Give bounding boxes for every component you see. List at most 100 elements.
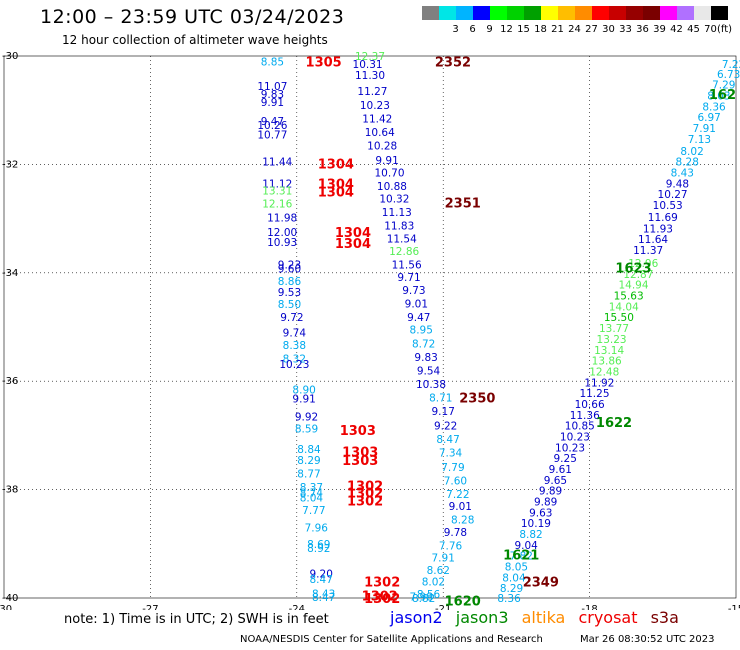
x-tick-label: -18 [581,604,597,610]
wave-height-value: 9.65 [544,475,567,487]
wave-height-value: 11.44 [262,157,292,169]
wave-height-value: 15.63 [614,291,644,303]
wave-height-value: 8.47 [436,434,459,446]
wave-height-value: 8.92 [307,543,330,555]
scale-swatch [643,6,660,20]
wave-height-value: 9.53 [278,287,301,299]
scale-label: 36 [636,24,649,35]
wave-height-value: 8.82 [412,593,435,605]
wave-height-value: 12.37 [355,51,385,63]
wave-height-value: 7.91 [432,552,455,564]
wave-height-value: 10.27 [658,189,688,201]
scale-label: 6 [469,24,476,35]
plot-frame [3,55,737,599]
wave-height-value: 7.22 [722,59,740,71]
x-tick-label: -15 [728,604,740,610]
wave-height-value: 10.23 [560,431,590,443]
pass-time-label: 1304 [335,226,371,241]
wave-height-value: 9.25 [554,453,577,465]
scale-swatch [660,6,677,20]
wave-height-value: 7.76 [439,540,463,552]
wave-height-value: 9.91 [261,97,284,109]
wave-height-value: 9.89 [539,486,562,498]
wave-height-value: 10.32 [379,194,409,206]
wave-height-value: 8.38 [283,340,306,352]
legend-jason2: jason2 [390,608,443,627]
scale-label: 3 [452,24,459,35]
wave-height-value: 11.36 [570,410,600,422]
wave-height-value: 10.28 [367,140,397,152]
pass-time-label: 1623 [615,261,651,276]
scale-swatch [541,6,558,20]
wave-height-value: 7.29 [712,80,735,92]
wave-height-value: 11.92 [584,377,614,389]
legend-jason3: jason3 [455,608,509,627]
wave-height-value: 12.87 [623,269,653,281]
wave-height-value: 8.74 [300,487,324,499]
wave-height-value: 8.43 [312,589,335,601]
pass-time-label: 1304 [335,237,371,252]
pass-time-label: 1303 [342,454,378,469]
scale-label: 18 [534,24,547,35]
wave-height-value: 8.85 [261,56,284,68]
wave-height-value: 10.64 [365,127,395,139]
wave-height-value: 10.23 [360,100,390,112]
wave-height-value: 8.04 [300,493,324,505]
wave-height-value: 8.36 [497,593,521,605]
wave-height-value: 10.38 [416,379,446,391]
pass-time-label: 1302 [347,486,383,501]
wave-height-value: 11.83 [384,221,414,233]
wave-height-value: 9.78 [444,527,467,539]
wave-height-value: 10.93 [267,237,297,249]
pass-time-label: 1302 [364,576,400,591]
scale-label: 27 [585,24,598,35]
scale-swatch [490,6,507,20]
wave-height-value: 12.48 [589,366,619,378]
pass-time-label: 1302 [347,494,383,509]
wave-height-value: 10.31 [353,59,383,71]
wave-height-value: 7.91 [693,123,716,135]
wave-height-value: 8.59 [295,423,318,435]
data-points: 8.8511.079.839.919.4710.2610.7711.4411.1… [257,51,740,605]
legend-altika: altika [521,608,566,627]
legend-s3a: s3a [650,608,679,627]
wave-height-value: 10.77 [257,130,287,142]
scale-swatch [422,6,439,20]
footer-credit: NOAA/NESDIS Center for Satellite Applica… [240,634,543,645]
wave-height-value: 8.29 [297,455,320,467]
y-tick-label: -36 [2,376,18,387]
wave-height-value: 12.86 [389,246,419,258]
wave-height-value: 8.04 [502,572,526,584]
wave-height-value: 10.23 [555,442,585,454]
scale-label: 45 [687,24,700,35]
wave-height-value: 8.05 [505,562,528,574]
pass-time-label: 1303 [342,446,378,461]
y-tick-label: -30 [2,51,18,62]
axes [3,55,737,599]
pass-time-label: 1304 [318,186,354,201]
pass-time-label: 1302 [362,589,398,604]
wave-height-value: 9.91 [292,394,315,406]
wave-height-value: 13.77 [599,323,629,335]
pass-time-label: 2350 [459,391,495,406]
y-tick-label: -40 [2,593,18,604]
wave-height-value: 8.56 [417,589,441,601]
wave-height-value: 8.77 [297,468,320,480]
pass-time-label: 1621 [503,549,539,564]
wave-height-value: 11.98 [267,213,297,225]
scale-swatch [694,6,711,20]
wave-height-value: 8.32 [283,353,306,365]
wave-height-value: 9.17 [432,406,455,418]
wave-height-value: 9.89 [534,497,557,509]
wave-height-value: 8.02 [422,577,445,589]
wave-height-value: 14.94 [618,280,648,292]
wave-height-value: 8.02 [680,146,703,158]
pass-time-label: 162 [709,88,736,103]
scale-label: 21 [551,24,564,35]
chart-title: 12:00 – 23:59 UTC 03/24/2023 [40,6,345,28]
wave-height-value: 7.22 [446,489,469,501]
wave-height-value: 11.42 [362,113,392,125]
wave-height-value: 9.61 [549,464,572,476]
scale-label: 12 [500,24,513,35]
wave-height-value: 9.92 [295,411,318,423]
